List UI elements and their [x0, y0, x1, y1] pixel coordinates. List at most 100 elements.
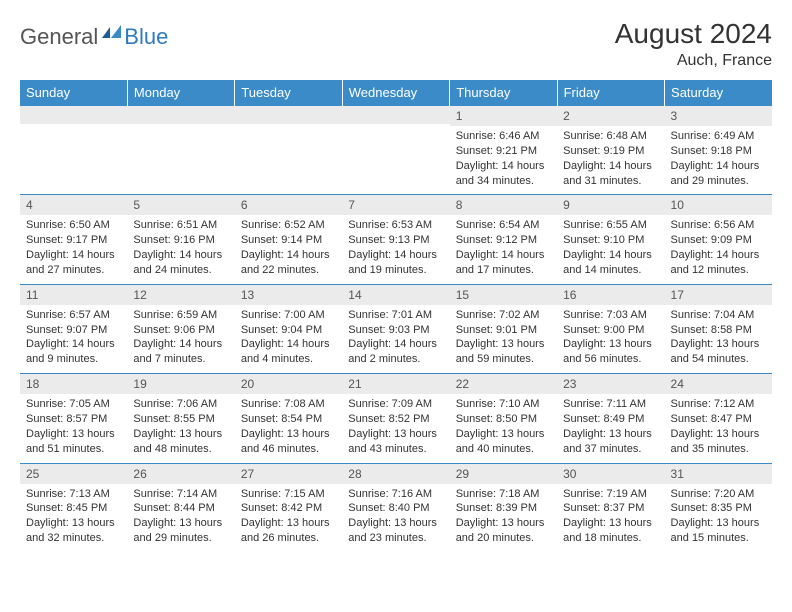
sunset-text: Sunset: 9:13 PM [348, 233, 443, 248]
day-details: Sunrise: 7:08 AMSunset: 8:54 PMDaylight:… [235, 394, 342, 462]
calendar-day-cell: 18Sunrise: 7:05 AMSunset: 8:57 PMDayligh… [20, 374, 127, 463]
day-details: Sunrise: 7:12 AMSunset: 8:47 PMDaylight:… [665, 394, 772, 462]
day-number [235, 106, 342, 124]
daylight-text: Daylight: 13 hours and 59 minutes. [456, 337, 551, 367]
day-number [342, 106, 449, 124]
calendar-day-cell [127, 106, 234, 195]
calendar-day-cell: 14Sunrise: 7:01 AMSunset: 9:03 PMDayligh… [342, 284, 449, 373]
sunrise-text: Sunrise: 7:09 AM [348, 397, 443, 412]
calendar-day-cell: 21Sunrise: 7:09 AMSunset: 8:52 PMDayligh… [342, 374, 449, 463]
daylight-text: Daylight: 14 hours and 22 minutes. [241, 248, 336, 278]
day-details: Sunrise: 7:05 AMSunset: 8:57 PMDaylight:… [20, 394, 127, 462]
day-number: 25 [20, 464, 127, 484]
calendar-day-cell: 16Sunrise: 7:03 AMSunset: 9:00 PMDayligh… [557, 284, 664, 373]
day-details: Sunrise: 7:02 AMSunset: 9:01 PMDaylight:… [450, 305, 557, 373]
day-number: 21 [342, 374, 449, 394]
day-number: 19 [127, 374, 234, 394]
sunrise-text: Sunrise: 7:00 AM [241, 308, 336, 323]
day-number: 30 [557, 464, 664, 484]
sunset-text: Sunset: 9:09 PM [671, 233, 766, 248]
sunset-text: Sunset: 8:57 PM [26, 412, 121, 427]
sunset-text: Sunset: 8:58 PM [671, 323, 766, 338]
weekday-header-row: Sunday Monday Tuesday Wednesday Thursday… [20, 80, 772, 106]
sunrise-text: Sunrise: 6:46 AM [456, 129, 551, 144]
day-number: 11 [20, 285, 127, 305]
day-details: Sunrise: 7:11 AMSunset: 8:49 PMDaylight:… [557, 394, 664, 462]
daylight-text: Daylight: 13 hours and 51 minutes. [26, 427, 121, 457]
day-details: Sunrise: 7:10 AMSunset: 8:50 PMDaylight:… [450, 394, 557, 462]
header: General Blue August 2024 Auch, France [20, 18, 772, 70]
day-details: Sunrise: 7:19 AMSunset: 8:37 PMDaylight:… [557, 484, 664, 552]
daylight-text: Daylight: 14 hours and 7 minutes. [133, 337, 228, 367]
calendar-day-cell: 3Sunrise: 6:49 AMSunset: 9:18 PMDaylight… [665, 106, 772, 195]
sunset-text: Sunset: 8:39 PM [456, 501, 551, 516]
daylight-text: Daylight: 13 hours and 37 minutes. [563, 427, 658, 457]
logo-text-general: General [20, 24, 98, 50]
sunrise-text: Sunrise: 7:03 AM [563, 308, 658, 323]
calendar-day-cell: 24Sunrise: 7:12 AMSunset: 8:47 PMDayligh… [665, 374, 772, 463]
sunrise-text: Sunrise: 7:01 AM [348, 308, 443, 323]
day-number: 15 [450, 285, 557, 305]
calendar-day-cell: 7Sunrise: 6:53 AMSunset: 9:13 PMDaylight… [342, 195, 449, 284]
sunset-text: Sunset: 9:00 PM [563, 323, 658, 338]
day-number: 10 [665, 195, 772, 215]
day-number: 13 [235, 285, 342, 305]
calendar-day-cell: 15Sunrise: 7:02 AMSunset: 9:01 PMDayligh… [450, 284, 557, 373]
calendar-day-cell: 23Sunrise: 7:11 AMSunset: 8:49 PMDayligh… [557, 374, 664, 463]
calendar-day-cell [342, 106, 449, 195]
day-number: 28 [342, 464, 449, 484]
day-details: Sunrise: 7:20 AMSunset: 8:35 PMDaylight:… [665, 484, 772, 552]
sunset-text: Sunset: 8:55 PM [133, 412, 228, 427]
calendar-day-cell: 26Sunrise: 7:14 AMSunset: 8:44 PMDayligh… [127, 463, 234, 552]
sunset-text: Sunset: 9:14 PM [241, 233, 336, 248]
sunset-text: Sunset: 8:54 PM [241, 412, 336, 427]
day-details: Sunrise: 6:51 AMSunset: 9:16 PMDaylight:… [127, 215, 234, 283]
daylight-text: Daylight: 14 hours and 14 minutes. [563, 248, 658, 278]
weekday-header: Thursday [450, 80, 557, 106]
daylight-text: Daylight: 13 hours and 40 minutes. [456, 427, 551, 457]
day-number: 14 [342, 285, 449, 305]
daylight-text: Daylight: 14 hours and 12 minutes. [671, 248, 766, 278]
calendar-week-row: 11Sunrise: 6:57 AMSunset: 9:07 PMDayligh… [20, 284, 772, 373]
daylight-text: Daylight: 13 hours and 20 minutes. [456, 516, 551, 546]
day-number: 17 [665, 285, 772, 305]
sunset-text: Sunset: 9:03 PM [348, 323, 443, 338]
sunset-text: Sunset: 8:47 PM [671, 412, 766, 427]
daylight-text: Daylight: 13 hours and 26 minutes. [241, 516, 336, 546]
calendar-day-cell [20, 106, 127, 195]
sunrise-text: Sunrise: 6:57 AM [26, 308, 121, 323]
weekday-header: Wednesday [342, 80, 449, 106]
day-number [20, 106, 127, 124]
daylight-text: Daylight: 14 hours and 29 minutes. [671, 159, 766, 189]
sunrise-text: Sunrise: 6:49 AM [671, 129, 766, 144]
sunrise-text: Sunrise: 7:11 AM [563, 397, 658, 412]
day-number: 4 [20, 195, 127, 215]
day-number: 29 [450, 464, 557, 484]
calendar-day-cell: 31Sunrise: 7:20 AMSunset: 8:35 PMDayligh… [665, 463, 772, 552]
calendar-week-row: 25Sunrise: 7:13 AMSunset: 8:45 PMDayligh… [20, 463, 772, 552]
calendar-day-cell: 25Sunrise: 7:13 AMSunset: 8:45 PMDayligh… [20, 463, 127, 552]
sunrise-text: Sunrise: 7:16 AM [348, 487, 443, 502]
sunset-text: Sunset: 8:52 PM [348, 412, 443, 427]
sunrise-text: Sunrise: 6:52 AM [241, 218, 336, 233]
day-details: Sunrise: 6:52 AMSunset: 9:14 PMDaylight:… [235, 215, 342, 283]
day-number: 23 [557, 374, 664, 394]
sunset-text: Sunset: 8:42 PM [241, 501, 336, 516]
day-details: Sunrise: 6:59 AMSunset: 9:06 PMDaylight:… [127, 305, 234, 373]
daylight-text: Daylight: 14 hours and 19 minutes. [348, 248, 443, 278]
sunrise-text: Sunrise: 6:50 AM [26, 218, 121, 233]
calendar-day-cell: 28Sunrise: 7:16 AMSunset: 8:40 PMDayligh… [342, 463, 449, 552]
day-number: 22 [450, 374, 557, 394]
sunrise-text: Sunrise: 7:14 AM [133, 487, 228, 502]
flag-icon [100, 24, 122, 42]
day-details: Sunrise: 7:01 AMSunset: 9:03 PMDaylight:… [342, 305, 449, 373]
daylight-text: Daylight: 14 hours and 17 minutes. [456, 248, 551, 278]
calendar-day-cell: 2Sunrise: 6:48 AMSunset: 9:19 PMDaylight… [557, 106, 664, 195]
day-number: 1 [450, 106, 557, 126]
calendar-day-cell: 22Sunrise: 7:10 AMSunset: 8:50 PMDayligh… [450, 374, 557, 463]
day-details: Sunrise: 7:15 AMSunset: 8:42 PMDaylight:… [235, 484, 342, 552]
day-details: Sunrise: 7:03 AMSunset: 9:00 PMDaylight:… [557, 305, 664, 373]
day-number: 5 [127, 195, 234, 215]
sunrise-text: Sunrise: 6:55 AM [563, 218, 658, 233]
sunrise-text: Sunrise: 7:06 AM [133, 397, 228, 412]
